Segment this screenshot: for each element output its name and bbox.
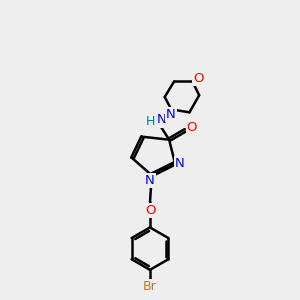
Text: N: N (145, 174, 155, 187)
Text: H: H (146, 115, 155, 128)
Text: O: O (187, 121, 197, 134)
Text: O: O (193, 72, 203, 85)
Text: N: N (175, 157, 185, 170)
Text: N: N (166, 108, 176, 121)
Text: N: N (157, 113, 167, 127)
Text: Br: Br (143, 280, 157, 293)
Text: O: O (145, 204, 155, 217)
